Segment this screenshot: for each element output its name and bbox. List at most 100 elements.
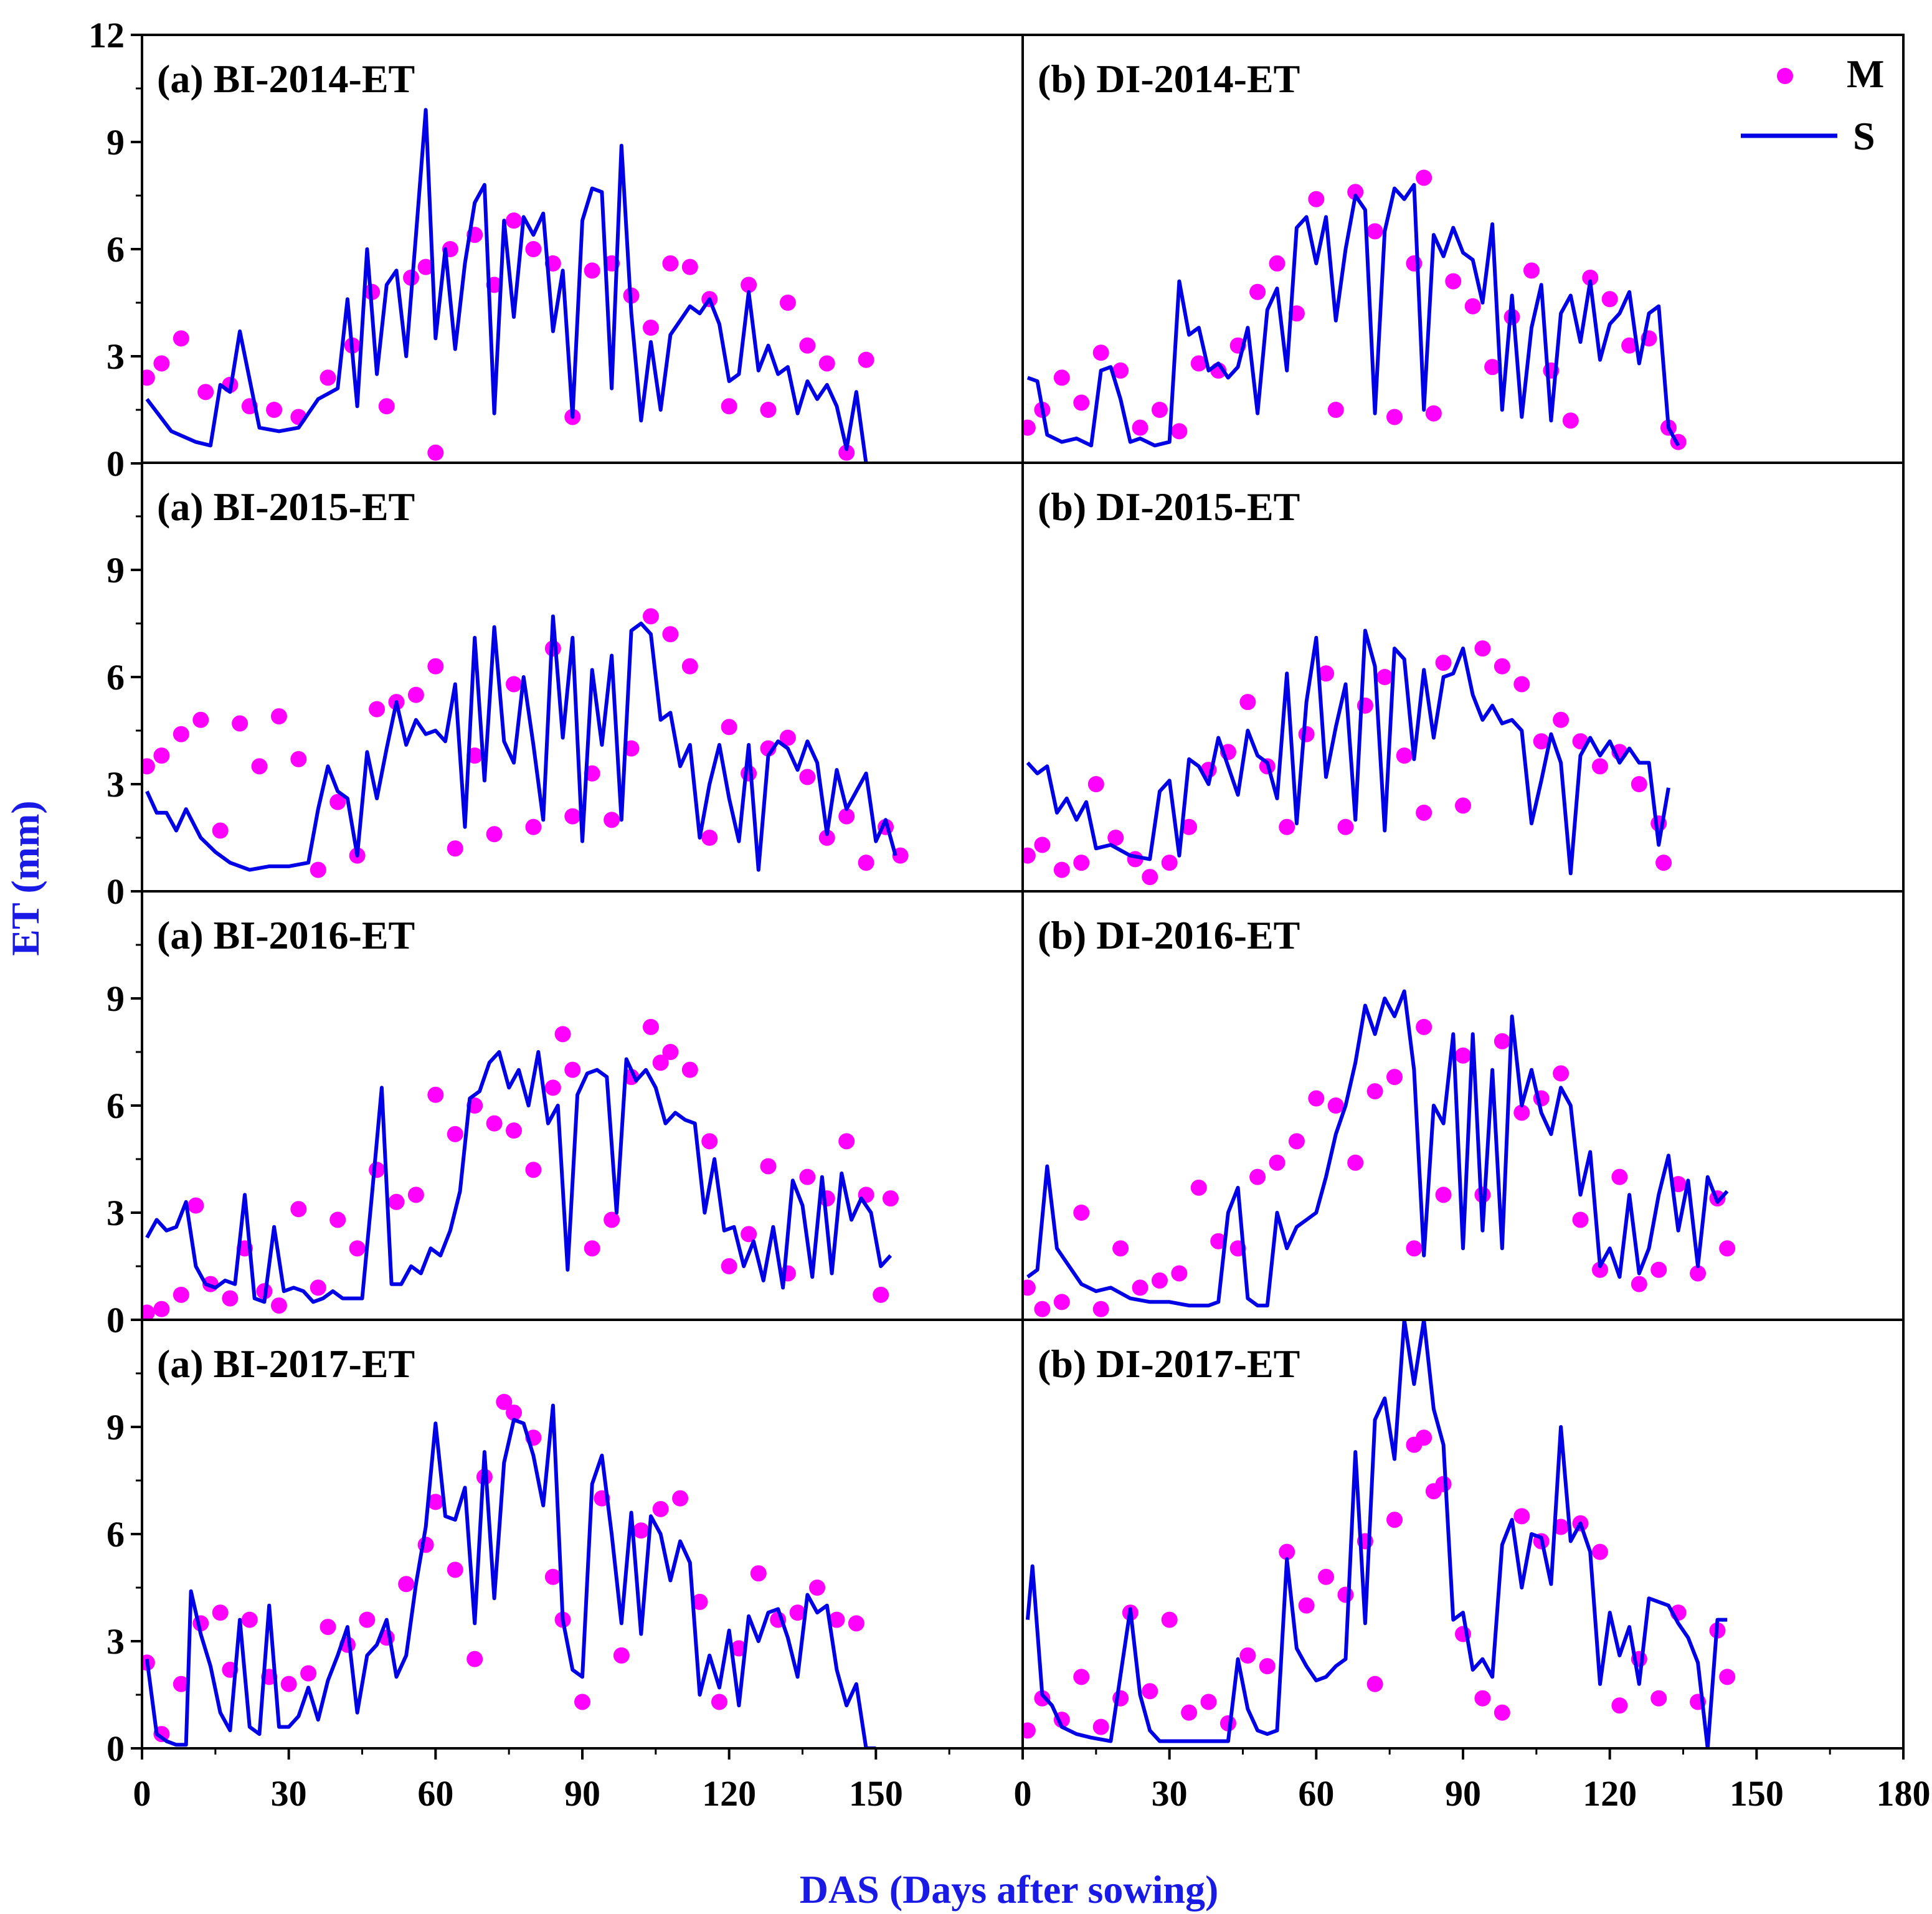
measured-point: [173, 1286, 189, 1303]
panel-title: (b) DI-2015-ET: [1038, 485, 1300, 529]
measured-point: [642, 1018, 659, 1035]
panels-layer: (a) BI-2014-ET (b) DI-2014-ET (a) BI-2015-…: [142, 57, 1736, 1748]
measured-point: [789, 1604, 806, 1621]
y-tick-label: 3: [107, 1621, 125, 1662]
measured-point: [329, 794, 346, 810]
panel-title: (b) DI-2014-ET: [1038, 57, 1300, 101]
measured-point: [818, 355, 835, 372]
measured-point: [1053, 1294, 1070, 1310]
measured-point: [173, 1675, 189, 1692]
measured-point: [153, 1300, 170, 1317]
measured-point: [1719, 1240, 1736, 1257]
measured-point: [1279, 818, 1295, 835]
measured-point: [466, 1651, 483, 1667]
measured-point: [142, 1304, 155, 1320]
x-tick-label: 90: [1445, 1773, 1481, 1814]
measured-point: [1249, 1168, 1266, 1185]
measured-point: [584, 262, 600, 279]
measured-point: [873, 1286, 889, 1303]
panel-title: (b) DI-2017-ET: [1038, 1342, 1300, 1386]
measured-point: [1719, 1669, 1736, 1685]
measured-point: [779, 295, 796, 311]
measured-point: [1455, 1047, 1471, 1064]
measured-point: [799, 337, 816, 354]
simulated-line: [145, 1050, 893, 1304]
x-tick-label: 120: [702, 1773, 756, 1814]
y-tick-label: 6: [107, 1086, 125, 1126]
measured-point: [711, 1694, 727, 1710]
measured-point: [818, 830, 835, 846]
measured-point: [652, 1500, 669, 1517]
measured-point: [1386, 409, 1403, 425]
measured-point: [633, 1522, 650, 1539]
measured-point: [525, 1162, 542, 1178]
y-tick-label: 3: [107, 1193, 125, 1233]
measured-point: [506, 676, 523, 693]
measured-point: [1239, 1647, 1256, 1664]
measured-point: [750, 1565, 767, 1582]
legend-m-label: M: [1847, 52, 1884, 96]
measured-point: [369, 701, 386, 718]
measured-point: [1611, 1168, 1628, 1185]
measured-point: [280, 1675, 297, 1692]
measured-point: [1611, 1697, 1628, 1714]
measured-point: [241, 1611, 258, 1628]
measured-point: [760, 402, 777, 418]
measured-point: [1298, 1597, 1315, 1614]
simulated-line: [1026, 989, 1729, 1308]
measured-point: [300, 1665, 317, 1682]
panel-title: (a) BI-2015-ET: [157, 485, 415, 529]
measured-point: [1318, 1568, 1335, 1585]
measured-point: [486, 1115, 503, 1132]
measured-point: [1650, 1690, 1667, 1707]
measured-point: [212, 822, 229, 839]
measured-point: [662, 626, 679, 643]
measured-point: [290, 751, 307, 767]
x-tick-label: 30: [1152, 1773, 1188, 1814]
measured-point: [721, 1258, 737, 1274]
measured-point: [1631, 1276, 1647, 1292]
panel-b-di-2014-et: (b) DI-2014-ET: [1023, 57, 1687, 450]
measured-point: [153, 355, 170, 372]
measured-point: [266, 402, 283, 418]
measured-point: [681, 1061, 698, 1078]
measured-point: [388, 1193, 405, 1210]
measured-point: [506, 1122, 523, 1139]
measured-point: [1151, 402, 1168, 418]
measured-point: [270, 1297, 287, 1314]
measured-point: [1034, 1690, 1051, 1707]
measured-point: [1386, 1069, 1403, 1086]
measured-point: [1533, 733, 1550, 750]
measured-point: [584, 1240, 600, 1257]
measured-point: [1308, 1090, 1325, 1107]
measured-point: [486, 826, 503, 843]
measured-point: [1347, 1154, 1364, 1171]
measured-point: [1092, 1718, 1109, 1735]
measured-point: [1366, 1083, 1383, 1100]
legend-s-label: S: [1853, 114, 1875, 158]
measured-point: [882, 1190, 899, 1207]
measured-point: [447, 1125, 463, 1142]
measured-point: [1445, 273, 1462, 290]
measured-point: [1023, 1722, 1036, 1739]
y-tick-label: 9: [107, 1407, 125, 1447]
y-tick-label: 9: [107, 550, 125, 590]
measured-point: [1073, 1205, 1090, 1221]
measured-point: [1308, 191, 1325, 207]
simulated-line: [1025, 1320, 1728, 1748]
measured-point: [1650, 1261, 1667, 1278]
panel-title: (a) BI-2014-ET: [157, 57, 415, 101]
measured-point: [721, 719, 737, 736]
measured-point: [604, 1211, 620, 1228]
measured-point: [760, 1158, 777, 1175]
x-tick-label: 60: [1298, 1773, 1334, 1814]
measured-point: [1190, 355, 1207, 372]
measured-point: [398, 1576, 415, 1593]
measured-point: [329, 1211, 346, 1228]
measured-point: [1591, 1543, 1608, 1560]
measured-point: [1023, 1279, 1036, 1296]
measured-point: [378, 398, 395, 415]
panel-b-di-2017-et: (b) DI-2017-ET: [1023, 1320, 1736, 1748]
panel-title: (a) BI-2016-ET: [157, 913, 415, 957]
